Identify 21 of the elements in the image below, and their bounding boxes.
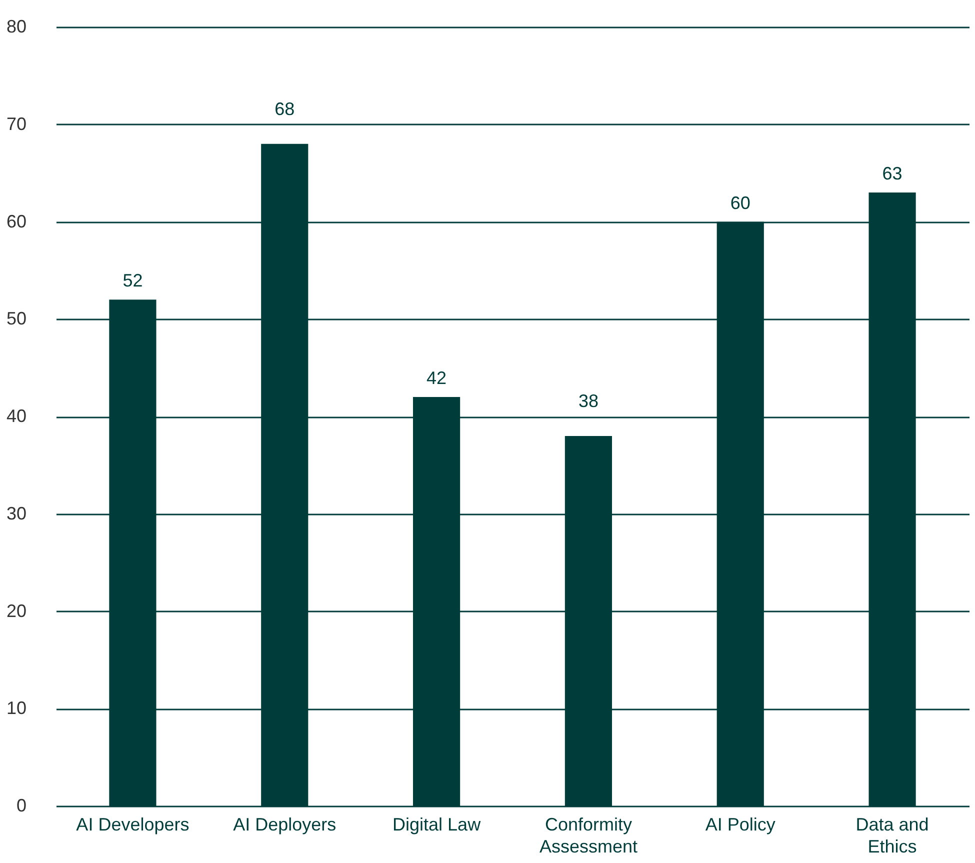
data-label: 60 (730, 192, 750, 213)
x-tick-label: AI Deployers (233, 814, 336, 834)
x-tick-label: AI Developers (76, 814, 190, 834)
y-tick-label: 60 (6, 211, 26, 232)
x-tick-label: Digital Law (392, 814, 482, 834)
data-label: 63 (882, 164, 902, 184)
data-label: 42 (426, 368, 447, 388)
y-tick-label: 40 (6, 406, 26, 426)
y-tick-label: 50 (6, 308, 26, 329)
x-tick-label: AI Policy (705, 814, 776, 834)
y-tick-label: 10 (6, 698, 26, 718)
y-tick-label: 70 (6, 114, 26, 134)
y-tick-label: 80 (6, 16, 26, 36)
y-tick-label: 20 (6, 600, 26, 621)
x-tick-label: Data and Ethics (856, 814, 929, 856)
x-tick-label: Conformity Assessment (539, 814, 638, 856)
y-tick-label: 30 (6, 503, 26, 524)
data-label: 68 (274, 98, 295, 119)
y-tick-label: 0 (16, 796, 26, 816)
data-label: 38 (578, 390, 598, 411)
data-label: 52 (122, 270, 143, 291)
